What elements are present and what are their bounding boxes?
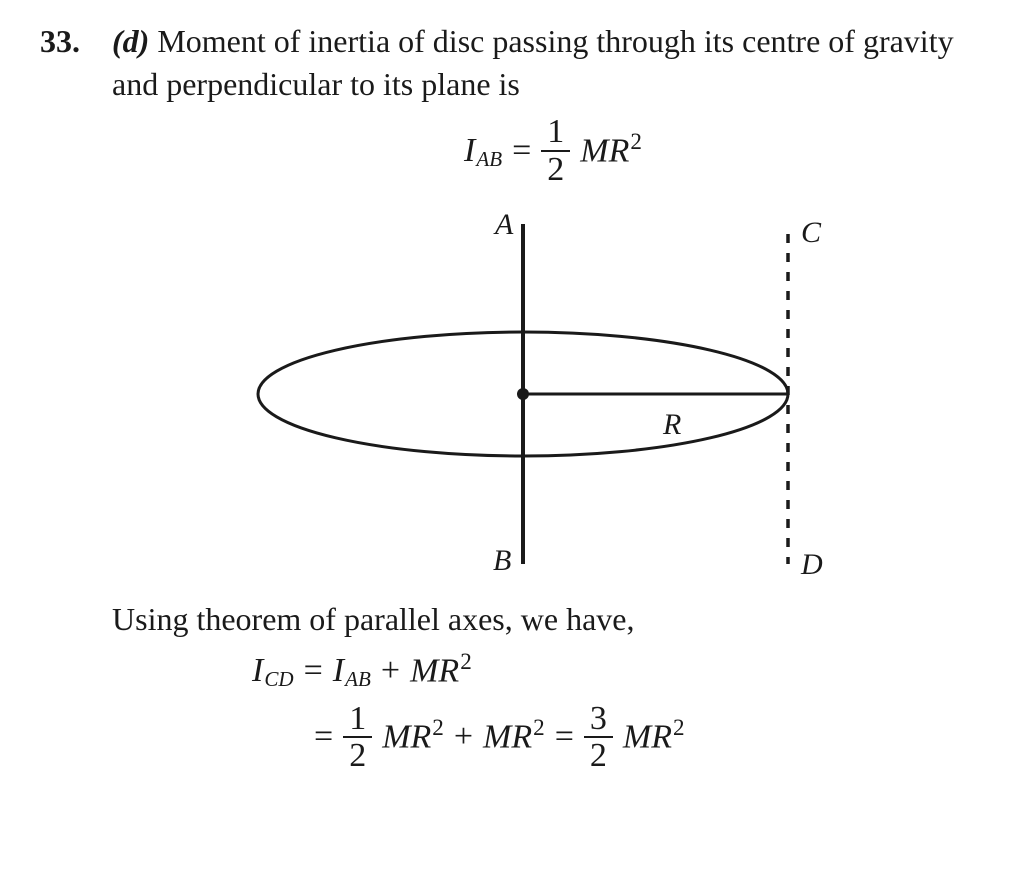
eq-I: I [464,132,475,169]
plus-sign: + [381,648,400,694]
eq-sq: 2 [629,129,642,155]
eq-sub-ab2: AB [344,667,371,691]
label-r: R [662,408,681,441]
eq-R5: R [651,719,672,756]
disc-diagram: A B C D R [243,194,863,594]
eq-sub-cd: CD [263,667,293,691]
equals-sign: = [314,714,333,760]
eq-R2: R [438,653,459,690]
equals-sign: = [304,648,323,694]
equation-icd-stack: ICD = IAB + MR2 = 1 2 [252,647,994,774]
eq-sq3: 2 [431,715,444,741]
eq-I-cd: I [252,652,263,689]
eq-M: M [580,133,608,170]
eq-sq4: 2 [532,715,545,741]
diagram-container: A B C D R [112,194,994,594]
equals-sign: = [512,128,531,174]
problem-row: 33. (d) Moment of inertia of disc passin… [40,20,994,780]
equation-icd-line2: = 1 2 MR2 + MR2 = 3 2 [314,701,994,774]
fraction-half-2: 1 2 [343,701,372,774]
eq-sq5: 2 [672,715,685,741]
plus-sign: + [454,714,473,760]
equals-sign: = [555,714,574,760]
eq-M2: M [410,653,438,690]
frac-den: 2 [343,736,372,774]
frac-den: 2 [584,736,613,774]
label-a: A [493,208,514,241]
eq-R3: R [411,719,432,756]
intro-text: Moment of inertia of disc passing throug… [112,23,954,102]
eq-M3: M [382,719,410,756]
label-b: B [493,544,511,577]
page: 33. (d) Moment of inertia of disc passin… [0,0,1024,800]
eq-sub-ab: AB [475,147,502,171]
fraction-half: 1 2 [541,114,570,187]
fraction-three-half: 3 2 [584,701,613,774]
frac-den: 2 [541,150,570,188]
problem-body: (d) Moment of inertia of disc passing th… [112,20,994,780]
eq-sq2: 2 [459,649,472,675]
label-d: D [800,548,823,581]
frac-num: 3 [584,701,613,737]
eq-M5: M [623,719,651,756]
eq-I-ab2: I [333,652,344,689]
frac-num: 1 [343,701,372,737]
answer-letter: (d) [112,23,149,59]
equation-icd-line1: ICD = IAB + MR2 [252,647,994,695]
equation-iab: IAB = 1 2 MR2 [112,114,994,187]
question-number: 33. [40,20,100,63]
parallel-axes-text: Using theorem of parallel axes, we have, [112,598,994,641]
frac-num: 1 [541,114,570,150]
label-c: C [801,216,822,249]
eq-M4: M [483,719,511,756]
eq-R4: R [511,719,532,756]
eq-R: R [609,133,630,170]
